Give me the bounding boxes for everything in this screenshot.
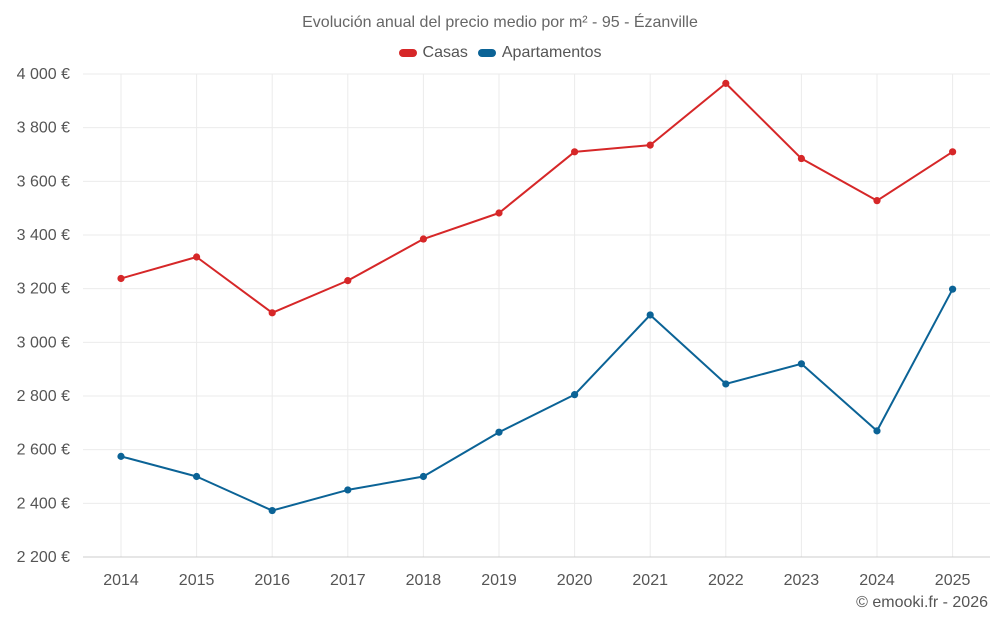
legend-item-apartamentos[interactable]: Apartamentos: [477, 44, 602, 62]
x-tick-label: 2022: [708, 572, 744, 589]
x-tick-label: 2025: [935, 572, 971, 589]
y-tick-label: 3 600 €: [17, 173, 70, 190]
data-point-apartamentos-2021[interactable]: [646, 311, 654, 319]
y-tick-label: 2 400 €: [17, 495, 70, 512]
data-point-casas-2021[interactable]: [646, 141, 654, 149]
legend-item-casas[interactable]: Casas: [398, 44, 468, 62]
y-tick-label: 4 000 €: [17, 66, 70, 83]
x-tick-label: 2021: [632, 572, 668, 589]
x-tick-label: 2019: [481, 572, 517, 589]
x-tick-label: 2017: [330, 572, 366, 589]
y-tick-label: 2 600 €: [17, 442, 70, 459]
legend-swatch-apartamentos: [477, 49, 496, 57]
data-point-apartamentos-2016[interactable]: [268, 506, 276, 515]
data-point-casas-2018[interactable]: [419, 235, 427, 243]
x-tick-label: 2023: [784, 572, 820, 589]
y-tick-label: 3 200 €: [17, 281, 70, 298]
legend-swatch-casas: [398, 49, 417, 57]
data-point-apartamentos-2019[interactable]: [495, 428, 503, 436]
credit-text: © emooki.fr - 2026: [856, 594, 988, 611]
x-tick-label: 2024: [859, 572, 895, 589]
data-point-casas-2020[interactable]: [571, 148, 579, 156]
data-point-apartamentos-2020[interactable]: [571, 391, 579, 399]
data-point-apartamentos-2022[interactable]: [722, 380, 730, 388]
y-tick-label: 2 800 €: [17, 388, 70, 405]
data-point-casas-2014[interactable]: [117, 274, 125, 283]
x-tick-label: 2020: [557, 572, 593, 589]
legend-label-casas: Casas: [422, 44, 468, 61]
data-point-apartamentos-2018[interactable]: [419, 472, 427, 481]
x-tick-label: 2016: [254, 572, 290, 589]
data-point-casas-2023[interactable]: [797, 154, 806, 163]
chart-title: Evolución anual del precio medio por m² …: [302, 14, 698, 31]
data-point-apartamentos-2015[interactable]: [193, 472, 201, 481]
y-tick-label: 3 000 €: [17, 334, 70, 351]
x-tick-label: 2014: [103, 572, 139, 589]
data-point-casas-2022[interactable]: [722, 79, 730, 87]
data-point-casas-2017[interactable]: [344, 277, 352, 285]
data-point-casas-2019[interactable]: [495, 209, 503, 217]
data-point-apartamentos-2024[interactable]: [873, 427, 881, 435]
data-point-apartamentos-2017[interactable]: [344, 486, 352, 494]
data-point-apartamentos-2025[interactable]: [949, 285, 957, 293]
data-point-casas-2016[interactable]: [268, 309, 276, 317]
data-point-casas-2024[interactable]: [873, 197, 881, 205]
data-point-apartamentos-2023[interactable]: [797, 360, 806, 368]
x-tick-label: 2015: [179, 572, 215, 589]
series-line-apartamentos: [120, 288, 954, 512]
y-tick-label: 3 800 €: [17, 120, 70, 137]
legend-label-apartamentos: Apartamentos: [501, 44, 602, 61]
data-point-apartamentos-2014[interactable]: [117, 452, 125, 460]
chart-legend: Casas Apartamentos: [0, 44, 1000, 62]
data-point-casas-2015[interactable]: [193, 253, 201, 261]
y-tick-label: 3 400 €: [17, 227, 70, 244]
data-point-casas-2025[interactable]: [949, 148, 957, 156]
y-tick-label: 2 200 €: [17, 549, 70, 566]
x-tick-label: 2018: [406, 572, 442, 589]
series-line-casas: [120, 82, 954, 314]
